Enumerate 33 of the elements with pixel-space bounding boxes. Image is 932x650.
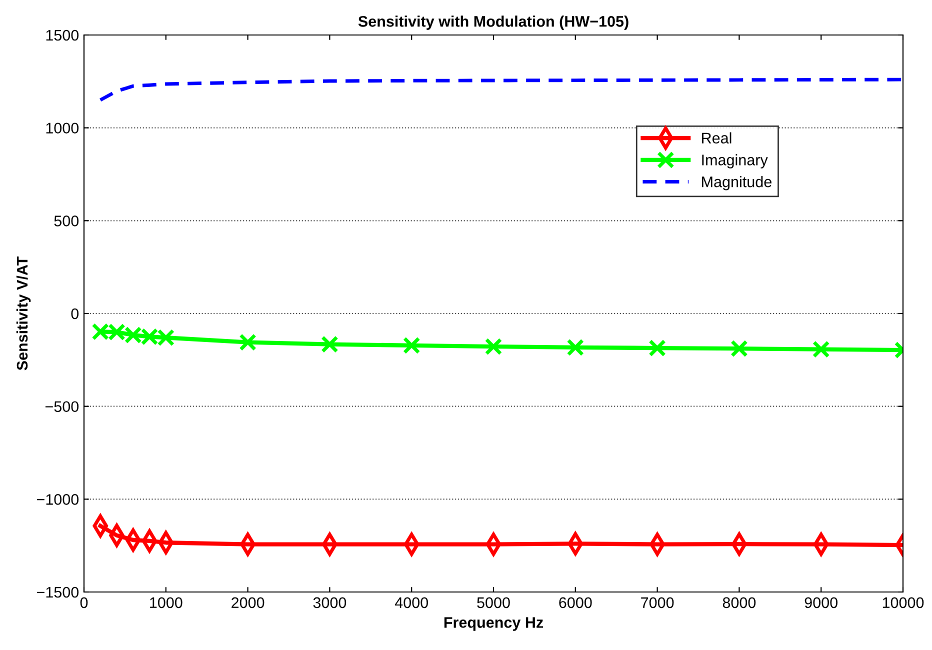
legend-label: Imaginary xyxy=(702,154,768,168)
point xyxy=(321,336,338,353)
chart-title: Sensitivity with Modulation (HW−105) xyxy=(358,16,628,30)
point xyxy=(730,340,748,358)
x-tick-label: 6000 xyxy=(559,597,592,608)
x-tick-label: 7000 xyxy=(641,597,674,608)
y-axis-title: Sensitivity V/AT xyxy=(16,256,31,370)
point xyxy=(566,338,584,356)
x-axis-title: Frequency Hz xyxy=(444,617,544,631)
point xyxy=(484,338,502,356)
x-tick-label: 0 xyxy=(80,597,88,608)
legend-label: Magnitude xyxy=(702,176,772,190)
x-tick-label: 4000 xyxy=(394,597,428,608)
x-tick-label: 5000 xyxy=(477,597,510,608)
point xyxy=(402,336,420,354)
y-tick-label: −1500 xyxy=(36,586,79,598)
line-series xyxy=(98,78,903,102)
y-tick-label: 1500 xyxy=(46,30,79,41)
legend-label: Real xyxy=(702,132,732,144)
y-tick-label: 0 xyxy=(71,308,79,320)
point xyxy=(812,340,830,358)
point xyxy=(648,339,666,357)
x-tick-label: 10000 xyxy=(882,597,924,608)
x-tick-label: 8000 xyxy=(722,597,756,608)
x-tick-label: 2000 xyxy=(232,597,264,608)
y-tick-label: 1000 xyxy=(46,122,79,134)
point xyxy=(239,334,256,351)
x-tick-label: 1000 xyxy=(150,597,182,608)
y-tick-label: −500 xyxy=(45,401,79,412)
y-tick-label: −1000 xyxy=(36,494,79,505)
y-tick-label: 500 xyxy=(54,216,79,226)
x-tick-label: 9000 xyxy=(804,597,838,608)
x-tick-label: 3000 xyxy=(313,597,346,608)
